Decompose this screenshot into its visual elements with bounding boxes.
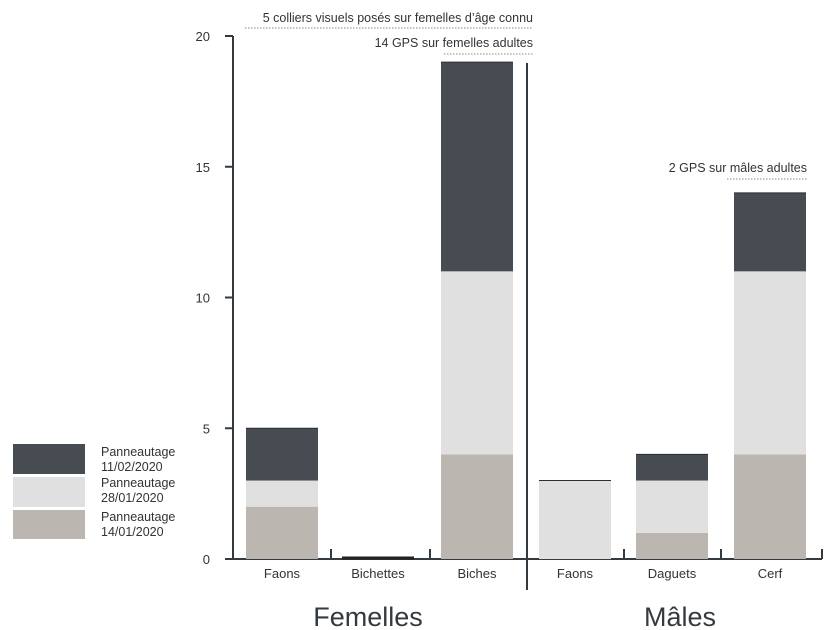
y-tick-label: 20: [196, 29, 210, 44]
x-tick-label-cerf: Cerf: [758, 566, 783, 581]
bar-segment-daguets-1: [636, 480, 708, 533]
annotation-gps-femelles: 14 GPS sur femelles adultes: [375, 36, 533, 50]
bar-segment-daguets-2: [636, 454, 708, 481]
x-tick-label-biches: Biches: [457, 566, 497, 581]
legend-label-14-01-line1: Panneautage: [101, 510, 175, 524]
bar-segment-faons-2: [246, 428, 318, 481]
bar-segment-biches-1: [441, 271, 513, 455]
bar-segment-cerf-0: [734, 454, 806, 559]
bars: [246, 61, 806, 560]
legend-label-11-02-line1: Panneautage: [101, 445, 175, 459]
bar-segment-biches-0: [441, 454, 513, 559]
y-tick-label: 15: [196, 160, 210, 175]
bar-segment-faons-0: [246, 506, 318, 559]
legend-label-11-02-line2: 11/02/2020: [101, 460, 163, 474]
legend-label-28-01-line1: Panneautage: [101, 476, 175, 490]
x-tick-label-faons: Faons: [264, 566, 301, 581]
bar-segment-faons-1: [246, 480, 318, 507]
bar-segment-faons-1: [539, 480, 611, 559]
bar-segment-biches-2: [441, 62, 513, 272]
legend-label-14-01-line2: 14/01/2020: [101, 525, 164, 539]
category-labels: Faons Bichettes Biches Faons Daguets Cerf: [264, 549, 823, 581]
x-tick-label-daguets: Daguets: [648, 566, 697, 581]
bar-segment-cerf-2: [734, 192, 806, 272]
group-label-femelles: Femelles: [313, 602, 423, 630]
y-tick-label: 5: [203, 421, 210, 436]
bar-segment-daguets-0: [636, 532, 708, 559]
legend-swatch-28-01: [13, 477, 85, 507]
legend: Panneautage 11/02/2020 Panneautage 28/01…: [13, 444, 175, 539]
y-tick-label: 0: [203, 552, 210, 567]
legend-label-28-01-line2: 28/01/2020: [101, 491, 164, 505]
y-tick-label: 10: [196, 291, 210, 306]
legend-swatch-11-02: [13, 444, 85, 474]
legend-swatch-14-01: [13, 510, 85, 539]
annotation-gps-males: 2 GPS sur mâles adultes: [669, 161, 807, 175]
group-label-males: Mâles: [644, 602, 716, 630]
bar-segment-cerf-1: [734, 271, 806, 455]
y-ticks: 0 5 10 15 20: [196, 29, 233, 567]
x-tick-label-bichettes: Bichettes: [351, 566, 405, 581]
annotation-colliers: 5 colliers visuels posés sur femelles d’…: [263, 11, 533, 25]
x-tick-label-faons: Faons: [557, 566, 594, 581]
